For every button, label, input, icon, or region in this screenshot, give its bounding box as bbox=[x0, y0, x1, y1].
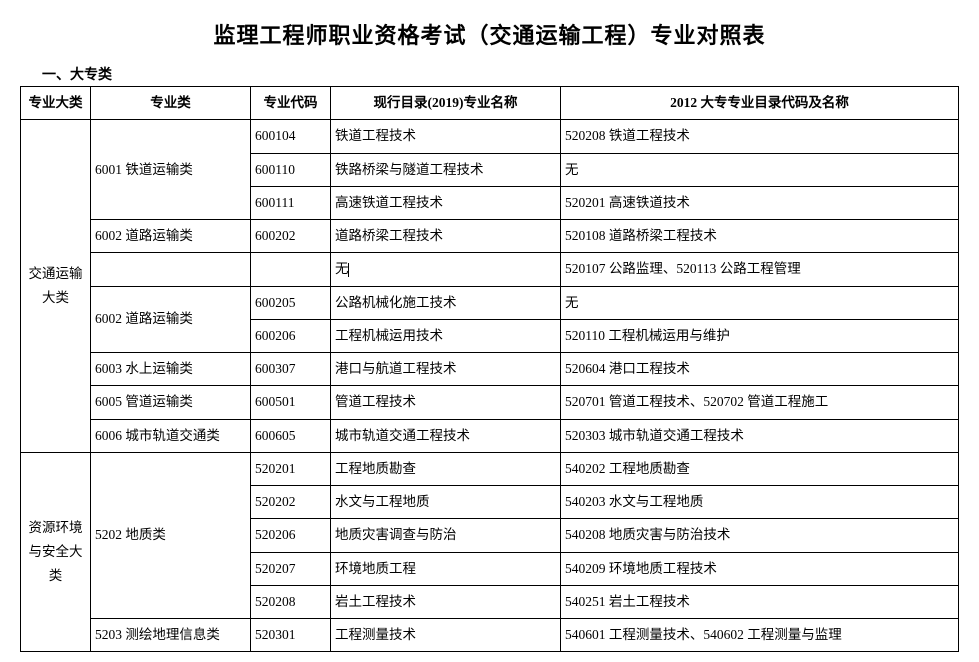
cell-major-class: 6005 管道运输类 bbox=[91, 386, 251, 419]
cell-major-group: 交通运输大类 bbox=[21, 120, 91, 453]
cell-major-class: 6002 道路运输类 bbox=[91, 286, 251, 353]
th-major-class: 专业类 bbox=[91, 87, 251, 120]
cell-2019: 公路机械化施工技术 bbox=[331, 286, 561, 319]
cell-2019: 管道工程技术 bbox=[331, 386, 561, 419]
cell-2012: 540202 工程地质勘查 bbox=[561, 452, 959, 485]
cell-2012: 540209 环境地质工程技术 bbox=[561, 552, 959, 585]
cell-2019: 铁路桥梁与隧道工程技术 bbox=[331, 153, 561, 186]
cell-code bbox=[251, 253, 331, 286]
cell-major-class: 6003 水上运输类 bbox=[91, 353, 251, 386]
cell-code: 600110 bbox=[251, 153, 331, 186]
cell-code: 600307 bbox=[251, 353, 331, 386]
cell-code: 520207 bbox=[251, 552, 331, 585]
cell-code: 520201 bbox=[251, 452, 331, 485]
cell-major-group: 资源环境与安全大类 bbox=[21, 452, 91, 652]
th-major-group: 专业大类 bbox=[21, 87, 91, 120]
cell-2019: 工程机械运用技术 bbox=[331, 319, 561, 352]
th-2012-name: 2012 大专专业目录代码及名称 bbox=[561, 87, 959, 120]
cell-code: 520202 bbox=[251, 486, 331, 519]
cell-2012: 540208 地质灾害与防治技术 bbox=[561, 519, 959, 552]
cell-major-class: 5202 地质类 bbox=[91, 452, 251, 618]
cell-code: 520208 bbox=[251, 585, 331, 618]
cell-2012: 540251 岩土工程技术 bbox=[561, 585, 959, 618]
cell-2012: 无 bbox=[561, 153, 959, 186]
table-row: 6006 城市轨道交通类 600605 城市轨道交通工程技术 520303 城市… bbox=[21, 419, 959, 452]
table-header-row: 专业大类 专业类 专业代码 现行目录(2019)专业名称 2012 大专专业目录… bbox=[21, 87, 959, 120]
text-cursor bbox=[348, 263, 349, 277]
cell-2012: 520604 港口工程技术 bbox=[561, 353, 959, 386]
cell-2019: 城市轨道交通工程技术 bbox=[331, 419, 561, 452]
cell-code: 600605 bbox=[251, 419, 331, 452]
table-row: 资源环境与安全大类 5202 地质类 520201 工程地质勘查 540202 … bbox=[21, 452, 959, 485]
cell-2019: 工程地质勘查 bbox=[331, 452, 561, 485]
cell-2019: 道路桥梁工程技术 bbox=[331, 220, 561, 253]
page-title: 监理工程师职业资格考试（交通运输工程）专业对照表 bbox=[20, 18, 959, 50]
cell-code: 600202 bbox=[251, 220, 331, 253]
cell-major-class: 6001 铁道运输类 bbox=[91, 120, 251, 220]
cell-2019: 岩土工程技术 bbox=[331, 585, 561, 618]
cell-2019: 港口与航道工程技术 bbox=[331, 353, 561, 386]
cell-major-class: 6002 道路运输类 bbox=[91, 220, 251, 253]
cell-2019: 环境地质工程 bbox=[331, 552, 561, 585]
cell-2012: 无 bbox=[561, 286, 959, 319]
cell-2019: 地质灾害调查与防治 bbox=[331, 519, 561, 552]
cell-major-class bbox=[91, 253, 251, 286]
cell-2012: 520108 道路桥梁工程技术 bbox=[561, 220, 959, 253]
table-row: 6005 管道运输类 600501 管道工程技术 520701 管道工程技术、5… bbox=[21, 386, 959, 419]
cell-major-class: 5203 测绘地理信息类 bbox=[91, 619, 251, 652]
cell-2019: 铁道工程技术 bbox=[331, 120, 561, 153]
major-table: 专业大类 专业类 专业代码 现行目录(2019)专业名称 2012 大专专业目录… bbox=[20, 86, 959, 652]
table-row: 6002 道路运输类 600202 道路桥梁工程技术 520108 道路桥梁工程… bbox=[21, 220, 959, 253]
cell-2012: 540601 工程测量技术、540602 工程测量与监理 bbox=[561, 619, 959, 652]
cell-2012: 540203 水文与工程地质 bbox=[561, 486, 959, 519]
cell-major-class: 6006 城市轨道交通类 bbox=[91, 419, 251, 452]
table-row: 6002 道路运输类 600205 公路机械化施工技术 无 bbox=[21, 286, 959, 319]
table-row: 6003 水上运输类 600307 港口与航道工程技术 520604 港口工程技… bbox=[21, 353, 959, 386]
cell-2019: 高速铁道工程技术 bbox=[331, 186, 561, 219]
th-code: 专业代码 bbox=[251, 87, 331, 120]
cell-2012: 520201 高速铁道技术 bbox=[561, 186, 959, 219]
cell-2012: 520110 工程机械运用与维护 bbox=[561, 319, 959, 352]
table-row: 交通运输大类 6001 铁道运输类 600104 铁道工程技术 520208 铁… bbox=[21, 120, 959, 153]
cell-2012: 520303 城市轨道交通工程技术 bbox=[561, 419, 959, 452]
table-row: 无 520107 公路监理、520113 公路工程管理 bbox=[21, 253, 959, 286]
cell-code: 600111 bbox=[251, 186, 331, 219]
cell-code: 520301 bbox=[251, 619, 331, 652]
cell-2019: 无 bbox=[331, 253, 561, 286]
cell-code: 600206 bbox=[251, 319, 331, 352]
section-subtitle: 一、大专类 bbox=[42, 64, 959, 84]
cell-code: 520206 bbox=[251, 519, 331, 552]
cell-2012: 520107 公路监理、520113 公路工程管理 bbox=[561, 253, 959, 286]
cell-code: 600501 bbox=[251, 386, 331, 419]
cell-code: 600205 bbox=[251, 286, 331, 319]
th-2019-name: 现行目录(2019)专业名称 bbox=[331, 87, 561, 120]
cell-2012: 520208 铁道工程技术 bbox=[561, 120, 959, 153]
cell-2019: 水文与工程地质 bbox=[331, 486, 561, 519]
cell-2012: 520701 管道工程技术、520702 管道工程施工 bbox=[561, 386, 959, 419]
cell-2019: 工程测量技术 bbox=[331, 619, 561, 652]
cell-code: 600104 bbox=[251, 120, 331, 153]
table-row: 5203 测绘地理信息类 520301 工程测量技术 540601 工程测量技术… bbox=[21, 619, 959, 652]
